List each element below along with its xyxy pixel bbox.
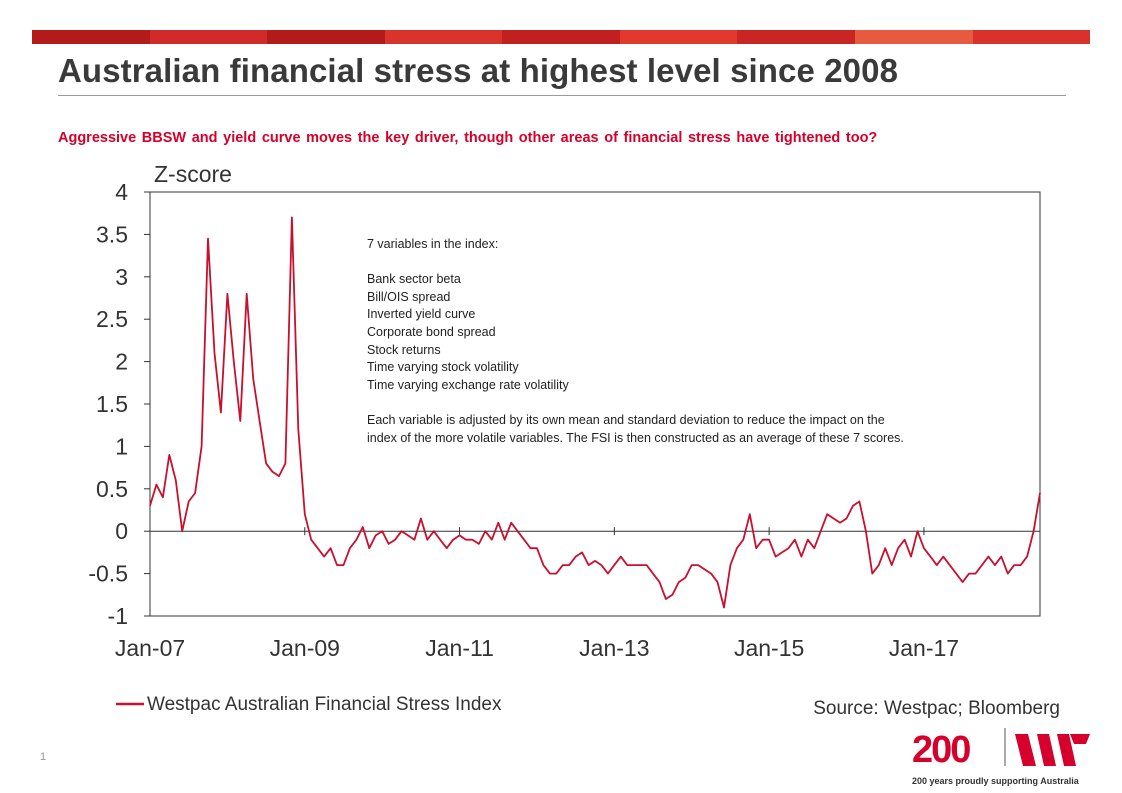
- westpac-w-icon: [1015, 734, 1090, 766]
- x-tick-label: Jan-11: [425, 635, 494, 661]
- plot-area-border: [149, 191, 1041, 617]
- annotation-heading: 7 variables in the index:: [367, 237, 498, 251]
- y-axis: 4 3.5 3 2.5 2 1.5 1 0.5 0 -0.5 -1: [88, 179, 150, 629]
- top-accent-bar: [32, 30, 1091, 44]
- y-tick-label: 2: [115, 349, 128, 375]
- annotation-variable: Time varying stock volatility: [367, 360, 519, 374]
- x-tick-label: Jan-13: [579, 635, 649, 661]
- top-bar-segment: [619, 30, 738, 44]
- y-tick-label: 1.5: [96, 391, 128, 417]
- top-bar-segment: [384, 30, 503, 44]
- source-note: Source: Westpac; Bloomberg: [813, 698, 1060, 719]
- x-tick-label: Jan-07: [115, 635, 185, 661]
- top-bar-segment: [854, 30, 973, 44]
- annotation-box: 7 variables in the index: Bank sector be…: [367, 237, 904, 445]
- top-bar-segment: [972, 30, 1091, 44]
- annotation-variable: Time varying exchange rate volatility: [367, 378, 569, 392]
- y-tick-label: 3.5: [96, 221, 128, 247]
- logo-tagline: 200 years proudly supporting Australia: [912, 776, 1080, 786]
- x-tick-label: Jan-15: [734, 635, 804, 661]
- y-tick-label: 3: [115, 264, 128, 290]
- y-tick-label: 4: [115, 179, 128, 205]
- annotation-note: index of the more volatile variables. Th…: [367, 431, 904, 445]
- y-tick-label: -1: [108, 603, 128, 629]
- series-line: [149, 216, 1041, 609]
- x-tick-label: Jan-17: [889, 635, 959, 661]
- y-tick-label: 2.5: [96, 306, 128, 332]
- title-divider: [58, 95, 1066, 96]
- top-bar-segment: [502, 30, 620, 44]
- logo-200: 200: [912, 729, 970, 771]
- y-axis-label: Z-score: [154, 161, 232, 187]
- y-tick-label: 0: [115, 518, 128, 544]
- page-title: Australian financial stress at highest l…: [58, 52, 899, 89]
- annotation-variable: Stock returns: [367, 343, 441, 357]
- top-bar-segment: [737, 30, 855, 44]
- legend-label: Westpac Australian Financial Stress Inde…: [147, 694, 502, 715]
- subtitle: Aggressive BBSW and yield curve moves th…: [58, 130, 878, 146]
- top-bar-segment: [32, 30, 150, 44]
- page-number: 1: [40, 751, 47, 763]
- x-axis: Jan-07 Jan-09 Jan-11 Jan-13 Jan-15 Jan-17: [115, 527, 959, 661]
- annotation-variable: Inverted yield curve: [367, 307, 475, 321]
- y-tick-label: 0.5: [96, 476, 128, 502]
- top-bar-segment: [267, 30, 385, 44]
- westpac-200-logo: 200 200 years proudly supporting Austral…: [912, 728, 1090, 786]
- y-tick-label: 1: [115, 433, 128, 459]
- annotation-variable: Bill/OIS spread: [367, 290, 450, 304]
- annotation-note: Each variable is adjusted by its own mea…: [367, 413, 885, 427]
- x-tick-label: Jan-09: [270, 635, 340, 661]
- annotation-variable: Bank sector beta: [367, 272, 461, 286]
- y-tick-label: -0.5: [88, 561, 128, 587]
- annotation-variable: Corporate bond spread: [367, 325, 496, 339]
- top-bar-segment: [149, 30, 268, 44]
